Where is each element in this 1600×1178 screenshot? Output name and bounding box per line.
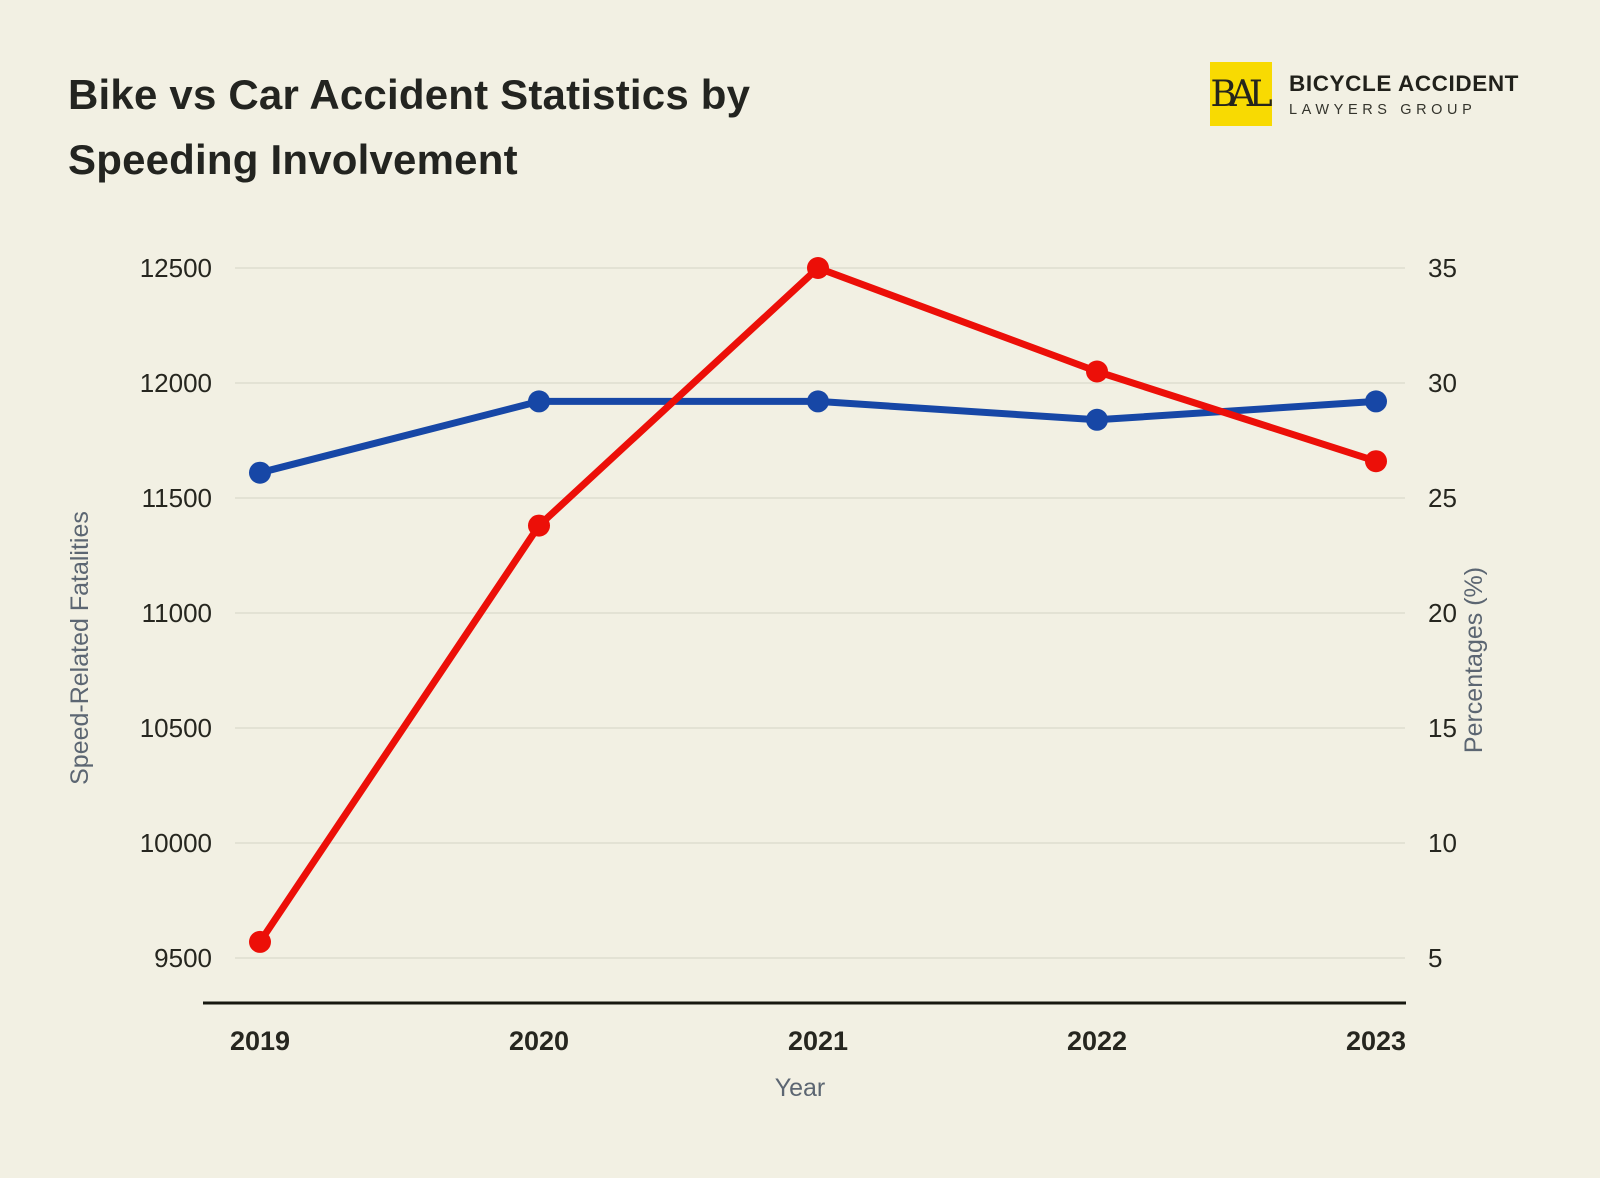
data-point-percentages-line: [249, 461, 271, 484]
logo-subtitle: LAWYERS GROUP: [1289, 101, 1477, 118]
y-axis-tick-right: 25: [1428, 483, 1457, 513]
y-axis-title-left: Speed-Related Fatalities: [66, 511, 94, 785]
y-axis-tick-left: 10000: [140, 828, 212, 858]
data-point-percentages-line: [1365, 390, 1387, 413]
data-point-speed-related-fatalities-line: [807, 257, 829, 279]
x-axis-tick: 2021: [788, 1026, 848, 1056]
y-axis-title-right: Percentages (%): [1460, 567, 1488, 753]
page-title-line2: Speeding Involvement: [68, 136, 518, 183]
y-axis-tick-left: 10500: [140, 713, 212, 743]
page-title: Bike vs Car Accident Statistics by Speed…: [68, 62, 750, 192]
series-line-speed-related-fatalities-line: [256, 264, 1380, 946]
y-axis-tick-right: 5: [1428, 943, 1442, 973]
y-axis-tick-left: 11000: [142, 598, 212, 628]
data-point-percentages-line: [528, 390, 550, 413]
logo-text: BICYCLE ACCIDENT LAWYERS GROUP: [1289, 71, 1519, 118]
y-axis-tick-left: 12000: [140, 368, 212, 398]
y-axis-tick-left: 12500: [140, 253, 212, 283]
x-axis-tick: 2023: [1346, 1026, 1406, 1056]
x-axis-tick: 2019: [230, 1026, 290, 1056]
header: Bike vs Car Accident Statistics by Speed…: [0, 0, 1600, 230]
y-axis-tick-right: 10: [1428, 828, 1457, 858]
y-axis-tick-right: 15: [1428, 713, 1457, 743]
y-axis-tick-right: 35: [1428, 253, 1457, 283]
data-point-speed-related-fatalities-line: [1365, 450, 1387, 473]
logo: BAL BICYCLE ACCIDENT LAWYERS GROUP: [1210, 62, 1519, 126]
logo-name: BICYCLE ACCIDENT: [1289, 70, 1520, 96]
x-axis-tick: 2022: [1067, 1026, 1127, 1056]
x-axis-title: Year: [775, 1074, 826, 1102]
page-title-line1: Bike vs Car Accident Statistics by: [68, 71, 751, 118]
y-axis-tick-right: 30: [1428, 368, 1457, 398]
y-axis-tick-right: 20: [1428, 598, 1457, 628]
logo-monogram: BAL: [1210, 73, 1272, 115]
data-point-speed-related-fatalities-line: [249, 930, 271, 953]
y-axis-tick-left: 9500: [154, 943, 212, 973]
data-point-speed-related-fatalities-line: [528, 514, 550, 537]
data-point-speed-related-fatalities-line: [1086, 360, 1108, 383]
logo-monogram-icon: BAL: [1210, 62, 1273, 126]
y-axis-tick-left: 11500: [142, 483, 212, 513]
data-point-percentages-line: [807, 390, 829, 413]
x-axis-tick: 2020: [509, 1026, 569, 1056]
data-point-percentages-line: [1086, 408, 1108, 431]
